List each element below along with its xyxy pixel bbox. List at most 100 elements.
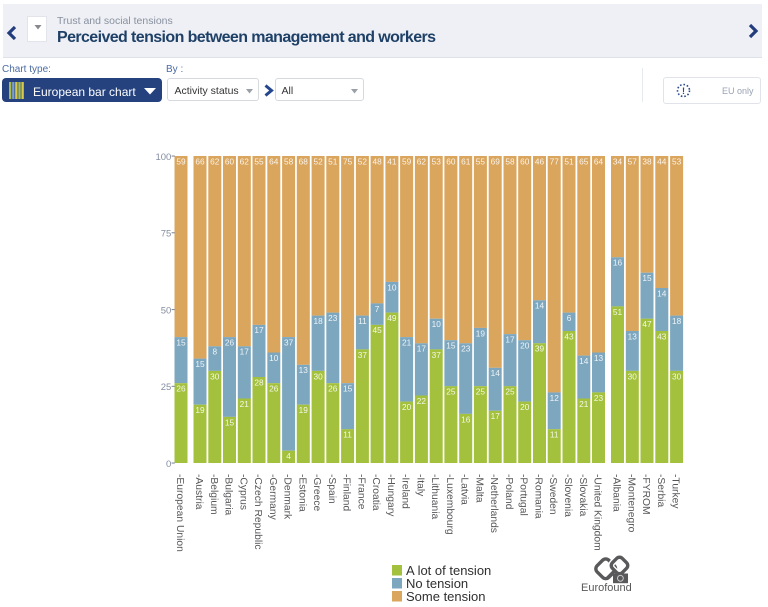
svg-text:-Croatia: -Croatia <box>370 474 381 511</box>
svg-text:14: 14 <box>657 288 667 298</box>
svg-text:14: 14 <box>535 301 545 311</box>
svg-text:17: 17 <box>254 325 264 335</box>
svg-text:-Latvia: -Latvia <box>459 474 470 505</box>
svg-text:68: 68 <box>299 156 309 166</box>
svg-text:10: 10 <box>387 282 397 292</box>
svg-text:37: 37 <box>284 338 294 348</box>
svg-text:11: 11 <box>550 430 559 440</box>
svg-text:62: 62 <box>210 156 220 166</box>
svg-text:62: 62 <box>240 156 250 166</box>
svg-text:75: 75 <box>161 229 172 240</box>
svg-text:-FYROM: -FYROM <box>640 474 651 515</box>
svg-text:-United Kingdom: -United Kingdom <box>592 474 603 551</box>
svg-text:30: 30 <box>672 371 682 381</box>
svg-text:-European Union: -European Union <box>174 474 185 552</box>
svg-text:-Turkey: -Turkey <box>670 474 681 509</box>
svg-text:-Portugal: -Portugal <box>518 474 529 516</box>
svg-text:75: 75 <box>343 156 353 166</box>
svg-text:65: 65 <box>579 156 589 166</box>
svg-text:28: 28 <box>254 377 264 387</box>
svg-text:58: 58 <box>284 156 294 166</box>
svg-text:15: 15 <box>642 273 652 283</box>
svg-text:Eurofound: Eurofound <box>581 582 632 594</box>
svg-text:51: 51 <box>613 307 623 317</box>
svg-text:-Denmark: -Denmark <box>282 474 293 520</box>
svg-text:-Luxembourg: -Luxembourg <box>444 474 455 535</box>
svg-text:-Montenegro: -Montenegro <box>625 474 636 533</box>
svg-text:Some tension: Some tension <box>406 589 486 604</box>
svg-text:45: 45 <box>372 325 382 335</box>
svg-text:8: 8 <box>212 347 217 357</box>
svg-text:18: 18 <box>672 316 682 326</box>
svg-text:-Albania: -Albania <box>611 474 622 512</box>
svg-text:48: 48 <box>372 156 382 166</box>
svg-text:15: 15 <box>343 384 353 394</box>
svg-text:13: 13 <box>299 365 309 375</box>
svg-text:4: 4 <box>286 451 291 461</box>
svg-text:23: 23 <box>594 393 604 403</box>
svg-text:13: 13 <box>594 353 604 363</box>
svg-text:16: 16 <box>461 414 471 424</box>
svg-text:60: 60 <box>520 156 530 166</box>
svg-text:17: 17 <box>505 335 515 345</box>
svg-text:25: 25 <box>505 387 515 397</box>
svg-text:34: 34 <box>613 156 623 166</box>
svg-text:61: 61 <box>461 156 471 166</box>
svg-text:-Poland: -Poland <box>503 474 514 510</box>
svg-text:15: 15 <box>446 341 456 351</box>
svg-text:53: 53 <box>432 156 442 166</box>
svg-text:64: 64 <box>594 156 604 166</box>
svg-text:-Austria: -Austria <box>193 474 204 510</box>
svg-text:-Slovenia: -Slovenia <box>562 474 573 517</box>
svg-text:26: 26 <box>176 384 186 394</box>
svg-text:52: 52 <box>313 156 323 166</box>
svg-text:-Serbia: -Serbia <box>655 474 666 507</box>
svg-text:30: 30 <box>628 371 638 381</box>
svg-text:100: 100 <box>155 152 171 163</box>
svg-text:19: 19 <box>195 405 205 415</box>
svg-text:15: 15 <box>195 359 205 369</box>
svg-text:55: 55 <box>476 156 486 166</box>
svg-text:-France: -France <box>355 474 366 510</box>
svg-text:!: ! <box>682 86 685 96</box>
svg-text:12: 12 <box>550 393 560 403</box>
svg-text:46: 46 <box>535 156 545 166</box>
svg-text:41: 41 <box>387 156 397 166</box>
svg-text:-Germany: -Germany <box>267 474 278 521</box>
svg-text:55: 55 <box>254 156 264 166</box>
svg-text:21: 21 <box>402 338 412 348</box>
svg-text:11: 11 <box>343 430 352 440</box>
svg-text:-Malta: -Malta <box>473 474 484 503</box>
svg-text:39: 39 <box>535 344 545 354</box>
svg-text:26: 26 <box>225 338 235 348</box>
svg-text:A lot of tension: A lot of tension <box>406 563 491 578</box>
svg-text:23: 23 <box>461 344 471 354</box>
svg-text:6: 6 <box>567 313 572 323</box>
svg-text:58: 58 <box>505 156 515 166</box>
svg-text:49: 49 <box>387 313 397 323</box>
svg-text:18: 18 <box>313 316 323 326</box>
svg-text:-Spain: -Spain <box>326 474 337 504</box>
svg-text:60: 60 <box>446 156 456 166</box>
svg-text:-Netherlands: -Netherlands <box>488 474 499 533</box>
svg-text:-Finland: -Finland <box>341 474 352 511</box>
svg-text:59: 59 <box>402 156 412 166</box>
svg-text:10: 10 <box>269 353 279 363</box>
svg-text:-Sweden: -Sweden <box>547 474 558 515</box>
svg-text:53: 53 <box>672 156 682 166</box>
svg-text:7: 7 <box>375 304 380 314</box>
svg-text:14: 14 <box>491 368 501 378</box>
svg-text:66: 66 <box>195 156 205 166</box>
svg-text:30: 30 <box>210 371 220 381</box>
svg-text:-Bulgaria: -Bulgaria <box>223 474 234 515</box>
svg-text:37: 37 <box>358 350 368 360</box>
svg-text:57: 57 <box>628 156 638 166</box>
svg-text:20: 20 <box>520 341 530 351</box>
svg-text:-Cyprus: -Cyprus <box>237 474 248 510</box>
svg-text:20: 20 <box>520 402 530 412</box>
svg-text:13: 13 <box>628 331 638 341</box>
svg-text:50: 50 <box>161 305 172 316</box>
svg-text:17: 17 <box>417 344 427 354</box>
svg-text:37: 37 <box>432 350 442 360</box>
svg-text:19: 19 <box>299 405 309 415</box>
